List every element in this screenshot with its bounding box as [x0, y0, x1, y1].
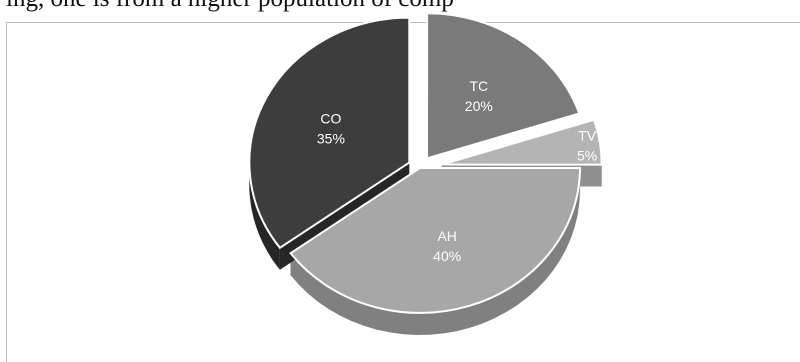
pie-slice-tc: [426, 12, 581, 160]
slice-label-co: CO: [320, 110, 341, 126]
slice-label-tc: TC: [469, 78, 488, 94]
slice-label-ah: AH: [437, 228, 456, 244]
pie-slice-ah: [289, 167, 582, 314]
caption-text: ing, one is from a higher population of …: [6, 0, 796, 14]
slice-value-tc: 20%: [465, 98, 493, 114]
slice-value-co: 35%: [317, 130, 345, 146]
slice-value-tv: 5%: [577, 148, 597, 164]
slice-value-ah: 40%: [433, 248, 461, 264]
pie-side-ah: [290, 168, 580, 335]
pie-slice-co: [248, 16, 411, 250]
pie-chart: TC 20% TV 5% AH 40% CO 35%: [248, 12, 603, 335]
pie-slice-tv: [441, 118, 603, 166]
slice-label-tv: TV: [578, 128, 597, 144]
pie-side-co: [249, 162, 280, 270]
